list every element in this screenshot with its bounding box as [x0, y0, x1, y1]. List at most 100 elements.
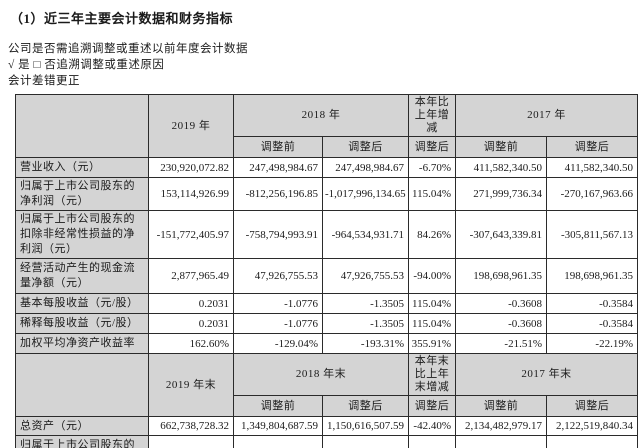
value-2019: 153,114,926.99	[148, 177, 234, 211]
value-change: 355.91%	[408, 333, 456, 354]
table-row-operating-cash-flow: 经营活动产生的现金流量净额（元） 2,877,965.49 47,926,755…	[15, 258, 638, 294]
table-row-net-profit: 归属于上市公司股东的净利润（元） 153,114,926.99 -812,256…	[15, 177, 638, 211]
row-label: 归属于上市公司股东的扣除非经常性损益的净利润（元）	[15, 210, 149, 259]
value-change: -6.70%	[408, 157, 456, 178]
value-change: 84.26%	[408, 210, 456, 259]
value-2017-before: 1,047,569,706.19	[455, 435, 547, 448]
value-2019: 0.2031	[148, 313, 234, 334]
value-2018-after: 247,498,984.67	[322, 157, 409, 178]
value-2017-before: -0.3608	[455, 293, 547, 314]
value-2017-after: -305,811,567.13	[546, 210, 638, 259]
note-restatement-question: 公司是否需追溯调整或重述以前年度会计数据	[8, 43, 248, 55]
value-2017-before: 198,698,961.35	[455, 258, 547, 294]
value-2017-after: -0.3584	[546, 313, 638, 334]
value-2018-after: -1.3505	[322, 313, 409, 334]
table1-2017-before: 调整前	[455, 136, 547, 158]
table1-2018-before: 调整前	[233, 136, 323, 158]
table-row-diluted-eps: 稀释每股收益（元/股） 0.2031 -1.0776 -1.3505 115.0…	[15, 313, 638, 334]
value-change: -94.00%	[408, 258, 456, 294]
table2-change-after: 调整后	[408, 395, 456, 417]
table1-change-after: 调整后	[408, 136, 456, 158]
value-2017-after: -22.19%	[546, 333, 638, 354]
value-2018-before: -1.0776	[233, 313, 323, 334]
value-change: 869.46%	[408, 435, 456, 448]
table-row-net-assets: 归属于上市公司股东的净资产（元） 170,725,359.70 223,350,…	[15, 435, 638, 448]
value-2017-before: 271,999,736.34	[455, 177, 547, 211]
value-2018-after: 47,926,755.53	[322, 258, 409, 294]
row-label: 归属于上市公司股东的净利润（元）	[15, 177, 149, 211]
notes-block: 公司是否需追溯调整或重述以前年度会计数据 √ 是 □ 否追溯调整或重述原因 会计…	[0, 27, 640, 89]
value-2017-after: -270,167,963.66	[546, 177, 638, 211]
value-2017-before: 2,134,482,979.17	[455, 416, 547, 436]
table1-header-row-1: 2019 年 2018 年 本年比上年增减 2017 年	[15, 94, 638, 158]
table2-corner-cell	[15, 353, 149, 417]
value-2018-before: 223,350,370.51	[233, 435, 323, 448]
value-2018-before: -758,794,993.91	[233, 210, 323, 259]
value-2017-before: -307,643,339.81	[455, 210, 547, 259]
table2-2017-after: 调整后	[546, 395, 638, 417]
table-row-weighted-avg-roe: 加权平均净资产收益率 162.60% -129.04% -193.31% 355…	[15, 333, 638, 354]
value-2018-before: -129.04%	[233, 333, 323, 354]
row-label: 归属于上市公司股东的净资产（元）	[15, 435, 149, 448]
table-row-net-profit-excl-nonrecurring: 归属于上市公司股东的扣除非经常性损益的净利润（元） -151,772,405.9…	[15, 210, 638, 259]
value-2018-before: 47,926,755.53	[233, 258, 323, 294]
value-2018-after: 17,610,432.71	[322, 435, 409, 448]
table1-header-row-2: 调整前 调整后 调整后 调整前 调整后	[16, 136, 638, 158]
value-2019: 2,877,965.49	[148, 258, 234, 294]
value-2018-before: 247,498,984.67	[233, 157, 323, 178]
value-2017-after: 198,698,961.35	[546, 258, 638, 294]
value-2017-after: 411,582,340.50	[546, 157, 638, 178]
table1-col-2019: 2019 年	[148, 94, 234, 158]
value-2019: -151,772,405.97	[148, 210, 234, 259]
value-2018-after: -193.31%	[322, 333, 409, 354]
value-2017-before: -0.3608	[455, 313, 547, 334]
table1-col-2018: 2018 年	[233, 94, 409, 137]
value-2018-after: 1,150,616,507.59	[322, 416, 409, 436]
table2-col-2019: 2019 年末	[148, 353, 234, 417]
table2-header-row-1: 2019 年末 2018 年末 本年末比上年末增减 2017 年末	[15, 353, 638, 417]
value-2019: 0.2031	[148, 293, 234, 314]
value-2017-after: 1,035,606,567.36	[546, 435, 638, 448]
value-change: 115.04%	[408, 313, 456, 334]
table1-2018-after: 调整后	[322, 136, 409, 158]
row-label: 营业收入（元）	[15, 157, 149, 178]
table2-2018-after: 调整后	[322, 395, 409, 417]
table-row-total-assets: 总资产（元） 662,738,728.32 1,349,804,687.59 1…	[15, 416, 638, 436]
value-2018-before: -1.0776	[233, 293, 323, 314]
value-2018-before: -812,256,196.85	[233, 177, 323, 211]
value-2017-after: 2,122,519,840.34	[546, 416, 638, 436]
value-2019: 162.60%	[148, 333, 234, 354]
value-2018-before: 1,349,804,687.59	[233, 416, 323, 436]
table1-col-2017: 2017 年	[455, 94, 638, 137]
note-accounting-error-correction: 会计差错更正	[8, 75, 80, 87]
value-2019: 230,920,072.82	[148, 157, 234, 178]
table2-2018-before: 调整前	[233, 395, 323, 417]
table1-col-change: 本年比上年增减	[408, 94, 456, 137]
table2-col-change: 本年末比上年末增减	[408, 353, 456, 396]
row-label: 加权平均净资产收益率	[15, 333, 149, 354]
value-change: 115.04%	[408, 177, 456, 211]
table1-corner-cell	[15, 94, 149, 158]
row-label: 稀释每股收益（元/股）	[15, 313, 149, 334]
value-change: -42.40%	[408, 416, 456, 436]
table-row-revenue: 营业收入（元） 230,920,072.82 247,498,984.67 24…	[15, 157, 638, 178]
value-2018-after: -1.3505	[322, 293, 409, 314]
value-2018-after: -964,534,931.71	[322, 210, 409, 259]
table2-col-2018: 2018 年末	[233, 353, 409, 396]
value-2018-after: -1,017,996,134.65	[322, 177, 409, 211]
table-row-basic-eps: 基本每股收益（元/股） 0.2031 -1.0776 -1.3505 115.0…	[15, 293, 638, 314]
table2-2017-before: 调整前	[455, 395, 547, 417]
row-label: 经营活动产生的现金流量净额（元）	[15, 258, 149, 294]
value-change: 115.04%	[408, 293, 456, 314]
row-label: 基本每股收益（元/股）	[15, 293, 149, 314]
note-yes-no-checkbox-line: √ 是 □ 否追溯调整或重述原因	[8, 59, 165, 71]
section-title: （1）近三年主要会计数据和财务指标	[10, 11, 234, 26]
table1-2017-after: 调整后	[546, 136, 638, 158]
table2-col-2017: 2017 年末	[455, 353, 638, 396]
row-label: 总资产（元）	[15, 416, 149, 436]
value-2017-before: 411,582,340.50	[455, 157, 547, 178]
value-2017-before: -21.51%	[455, 333, 547, 354]
financial-indicators-table: 2019 年 2018 年 本年比上年增减 2017 年 调整前 调整后 调整后…	[15, 94, 638, 448]
value-2017-after: -0.3584	[546, 293, 638, 314]
